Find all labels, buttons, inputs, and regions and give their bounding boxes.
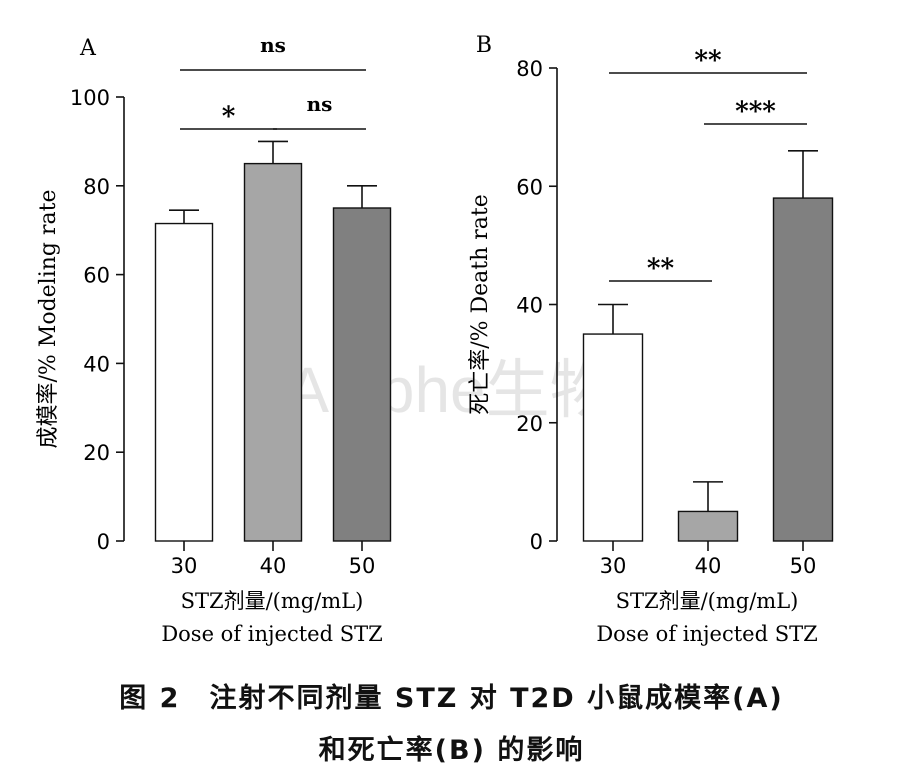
significance-label: * (222, 102, 236, 132)
caption-line-1: 图 2 注射不同剂量 STZ 对 T2D 小鼠成模率(A) (119, 683, 784, 714)
bar-50 (772, 197, 834, 542)
y-axis-label: 死亡率/% Death rate (468, 194, 493, 415)
bar-40 (677, 510, 739, 542)
y-tick-label: 20 (516, 412, 543, 436)
significance-label: ns (260, 33, 286, 57)
bar-50 (332, 207, 392, 542)
caption-line-2: 和死亡率(B) 的影响 (318, 735, 585, 766)
y-tick-label: 80 (83, 175, 110, 199)
x-axis-label: STZ剂量/(mg/mL) (616, 589, 799, 613)
panel-label: B (476, 33, 492, 58)
panel-label: A (79, 36, 97, 61)
y-tick-label: 0 (530, 530, 543, 554)
y-tick-label: 60 (516, 175, 543, 199)
y-tick-label: 80 (516, 57, 543, 81)
bar-40 (243, 162, 303, 542)
significance-label: ** (647, 254, 675, 284)
x-axis-label: Dose of injected STZ (161, 622, 382, 646)
y-tick-label: 40 (83, 352, 110, 376)
x-tick-label: 50 (349, 554, 376, 578)
y-tick-label: 60 (83, 264, 110, 288)
bar-30 (154, 222, 214, 542)
x-axis-label: Dose of injected STZ (596, 622, 817, 646)
x-tick-label: 40 (260, 554, 287, 578)
significance-label: *** (735, 97, 776, 127)
significance-label: ** (694, 46, 722, 76)
x-tick-label: 30 (600, 554, 627, 578)
x-tick-label: 50 (790, 554, 817, 578)
x-axis-label: STZ剂量/(mg/mL) (181, 589, 364, 613)
significance-label: ns (307, 92, 333, 116)
x-tick-label: 40 (695, 554, 722, 578)
bar-30 (582, 333, 644, 542)
y-tick-label: 100 (70, 86, 110, 110)
y-tick-label: 0 (97, 530, 110, 554)
y-tick-label: 40 (516, 294, 543, 318)
x-tick-label: 30 (171, 554, 198, 578)
y-axis-label: 成模率/% Modeling rate (36, 190, 61, 449)
y-tick-label: 20 (83, 441, 110, 465)
